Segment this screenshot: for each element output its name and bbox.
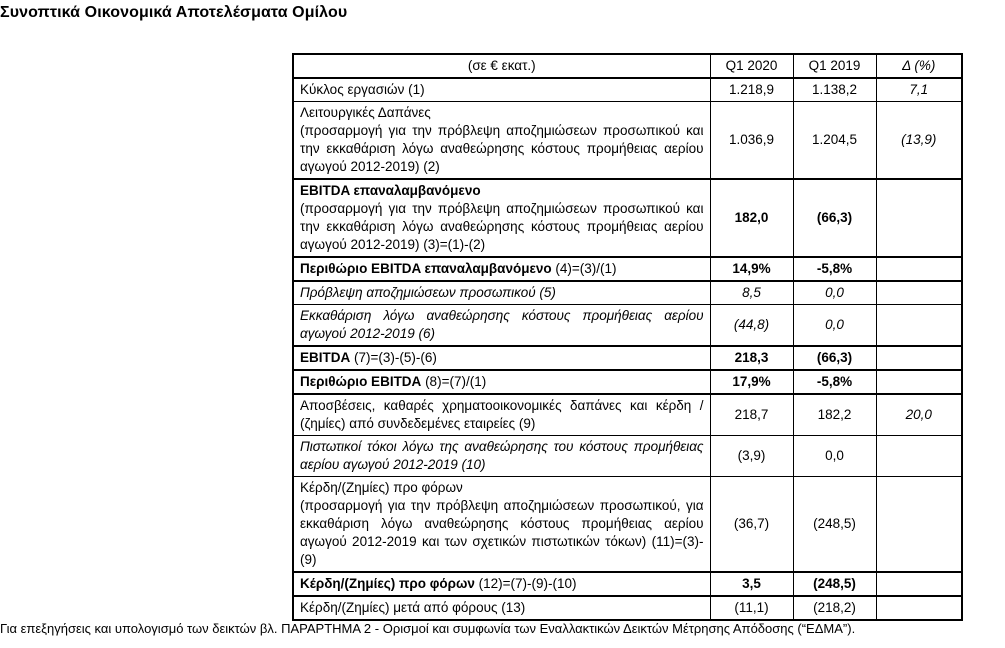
- cell-q1-2019: (248,5): [792, 476, 877, 573]
- row-label: EBITDA επαναλαμβανόμενο (προσαρμογή για τ…: [292, 178, 711, 258]
- cell-delta: 20,0: [875, 393, 963, 436]
- table-row-ebitda-recurring: EBITDA επαναλαμβανόμενο (προσαρμογή για τ…: [292, 178, 963, 258]
- cell-q1-2019: 0,0: [792, 304, 877, 347]
- cell-q1-2020: 17,9%: [709, 369, 794, 395]
- table-row-gas-cost-settlement: Εκκαθάριση λόγω αναθεώρησης κόστους προμ…: [292, 304, 963, 347]
- row-label: Περιθώριο EBITDA (8)=(7)/(1): [292, 369, 711, 395]
- cell-q1-2019: 182,2: [792, 393, 877, 436]
- cell-q1-2020: (36,7): [709, 476, 794, 573]
- cell-q1-2019: 0,0: [792, 435, 877, 477]
- cell-q1-2020: 1.218,9: [709, 77, 794, 102]
- cell-delta: [875, 435, 963, 477]
- cell-delta: [875, 369, 963, 395]
- page-title: Συνοπτικά Οικονομικά Αποτελέσματα Ομίλου: [0, 4, 348, 21]
- cell-q1-2019: (248,5): [792, 571, 877, 597]
- cell-q1-2019: 0,0: [792, 280, 877, 305]
- row-label: Κέρδη/(Ζημίες) μετά από φόρους (13): [292, 595, 711, 621]
- cell-delta: [875, 571, 963, 597]
- cell-delta: (13,9): [875, 101, 963, 180]
- cell-q1-2019: (66,3): [792, 178, 877, 258]
- table-row-pretax-profit: Κέρδη/(Ζημίες) προ φόρων (12)=(7)-(9)-(1…: [292, 571, 963, 597]
- cell-q1-2019: -5,8%: [792, 256, 877, 282]
- table-row-pretax-adjusted: Κέρδη/(Ζημίες) προ φόρων (προσαρμογή για …: [292, 476, 963, 573]
- table-row-operating-expenses: Λειτουργικές Δαπάνες (προσαρμογή για την …: [292, 101, 963, 180]
- cell-delta: [875, 178, 963, 258]
- row-label: Κέρδη/(Ζημίες) προ φόρων (προσαρμογή για …: [292, 476, 711, 573]
- table-row-depreciation-financial: Αποσβέσεις, καθαρές χρηματοοικονομικές δ…: [292, 393, 963, 436]
- footnote: Για επεξηγήσεις και υπολογισμό των δεικτ…: [0, 621, 856, 636]
- header-unit-label: (σε € εκατ.): [292, 53, 711, 79]
- cell-q1-2020: 182,0: [709, 178, 794, 258]
- financial-results-table: (σε € εκατ.) Q1 2020 Q1 2019 Δ (%) Κύκλο…: [292, 53, 963, 621]
- cell-q1-2020: (3,9): [709, 435, 794, 477]
- row-label: Αποσβέσεις, καθαρές χρηματοοικονομικές δ…: [292, 393, 711, 436]
- table-row-credit-interest: Πιστωτικοί τόκοι λόγω της αναθεώρησης το…: [292, 435, 963, 477]
- row-label: Λειτουργικές Δαπάνες (προσαρμογή για την …: [292, 101, 711, 180]
- cell-q1-2020: 14,9%: [709, 256, 794, 282]
- table-header-row: (σε € εκατ.) Q1 2020 Q1 2019 Δ (%): [292, 53, 963, 79]
- row-label: Κέρδη/(Ζημίες) προ φόρων (12)=(7)-(9)-(1…: [292, 571, 711, 597]
- header-q1-2019: Q1 2019: [792, 53, 877, 79]
- table-row-staff-provision: Πρόβλεψη αποζημιώσεων προσωπικού (5) 8,5…: [292, 280, 963, 305]
- cell-delta: [875, 595, 963, 621]
- cell-q1-2019: -5,8%: [792, 369, 877, 395]
- table-row-ebitda-recurring-margin: Περιθώριο EBITDA επαναλαμβανόμενο (4)=(3…: [292, 256, 963, 282]
- row-label: Εκκαθάριση λόγω αναθεώρησης κόστους προμ…: [292, 304, 711, 347]
- row-label: Πιστωτικοί τόκοι λόγω της αναθεώρησης το…: [292, 435, 711, 477]
- cell-q1-2019: 1.138,2: [792, 77, 877, 102]
- cell-q1-2020: 218,7: [709, 393, 794, 436]
- table-row-ebitda: EBITDA (7)=(3)-(5)-(6) 218,3 (66,3): [292, 345, 963, 371]
- cell-q1-2019: (66,3): [792, 345, 877, 371]
- cell-q1-2019: 1.204,5: [792, 101, 877, 180]
- row-label: Κύκλος εργασιών (1): [292, 77, 711, 102]
- cell-delta: [875, 280, 963, 305]
- cell-delta: 7,1: [875, 77, 963, 102]
- cell-delta: [875, 345, 963, 371]
- row-label: EBITDA (7)=(3)-(5)-(6): [292, 345, 711, 371]
- cell-q1-2019: (218,2): [792, 595, 877, 621]
- table-row-ebitda-margin: Περιθώριο EBITDA (8)=(7)/(1) 17,9% -5,8%: [292, 369, 963, 395]
- cell-q1-2020: (44,8): [709, 304, 794, 347]
- row-label: Πρόβλεψη αποζημιώσεων προσωπικού (5): [292, 280, 711, 305]
- cell-q1-2020: (11,1): [709, 595, 794, 621]
- cell-q1-2020: 3,5: [709, 571, 794, 597]
- cell-delta: [875, 256, 963, 282]
- header-delta-percent: Δ (%): [875, 53, 963, 79]
- cell-q1-2020: 218,3: [709, 345, 794, 371]
- cell-q1-2020: 1.036,9: [709, 101, 794, 180]
- table-row-after-tax-profit: Κέρδη/(Ζημίες) μετά από φόρους (13) (11,…: [292, 595, 963, 621]
- cell-delta: [875, 476, 963, 573]
- row-label: Περιθώριο EBITDA επαναλαμβανόμενο (4)=(3…: [292, 256, 711, 282]
- header-q1-2020: Q1 2020: [709, 53, 794, 79]
- cell-q1-2020: 8,5: [709, 280, 794, 305]
- cell-delta: [875, 304, 963, 347]
- table-row-turnover: Κύκλος εργασιών (1) 1.218,9 1.138,2 7,1: [292, 77, 963, 102]
